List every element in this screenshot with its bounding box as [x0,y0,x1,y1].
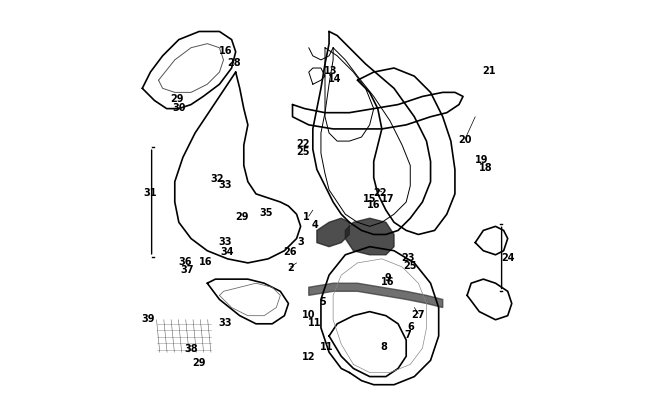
Text: 20: 20 [458,135,472,145]
Text: 11: 11 [320,341,334,351]
Text: 16: 16 [198,256,212,266]
Text: 29: 29 [235,212,248,222]
Text: 14: 14 [328,74,342,84]
Text: 24: 24 [501,252,514,262]
Text: 23: 23 [402,252,415,262]
Text: 8: 8 [380,341,387,351]
Text: 13: 13 [324,66,338,76]
Text: 35: 35 [259,208,273,217]
Text: 36: 36 [178,256,192,266]
Text: 28: 28 [227,58,240,68]
Text: 33: 33 [219,236,232,246]
Polygon shape [309,284,443,308]
Text: 3: 3 [297,236,304,246]
Text: 10: 10 [302,309,315,319]
Text: 31: 31 [144,188,157,197]
Polygon shape [345,219,394,255]
Text: 33: 33 [219,179,232,189]
Text: 16: 16 [367,200,380,209]
Text: 18: 18 [478,163,492,173]
Text: 21: 21 [483,66,496,76]
Text: 6: 6 [407,321,413,331]
Text: 1: 1 [304,212,310,222]
Text: 34: 34 [221,246,234,256]
Text: 29: 29 [170,94,183,104]
Text: 25: 25 [296,147,309,157]
Text: 29: 29 [192,358,206,367]
Text: 22: 22 [296,139,309,149]
Text: 16: 16 [381,277,395,286]
Text: 4: 4 [311,220,318,230]
Text: 15: 15 [363,194,376,203]
Text: 26: 26 [284,246,297,256]
Text: 12: 12 [302,352,315,361]
Text: 19: 19 [474,155,488,165]
Text: 30: 30 [172,102,186,112]
Text: 5: 5 [320,297,326,307]
Text: 22: 22 [373,188,387,197]
Text: 32: 32 [211,173,224,183]
Text: 27: 27 [411,309,425,319]
Text: 7: 7 [405,329,411,339]
Text: 2: 2 [287,262,294,272]
Text: 33: 33 [219,317,232,327]
Polygon shape [317,219,349,247]
Text: 25: 25 [404,260,417,270]
Text: 38: 38 [184,343,198,353]
Text: 39: 39 [142,313,155,323]
Text: 9: 9 [385,273,391,282]
Text: 11: 11 [308,317,322,327]
Text: 17: 17 [381,194,395,203]
Text: 16: 16 [219,46,232,55]
Text: 37: 37 [180,264,194,274]
